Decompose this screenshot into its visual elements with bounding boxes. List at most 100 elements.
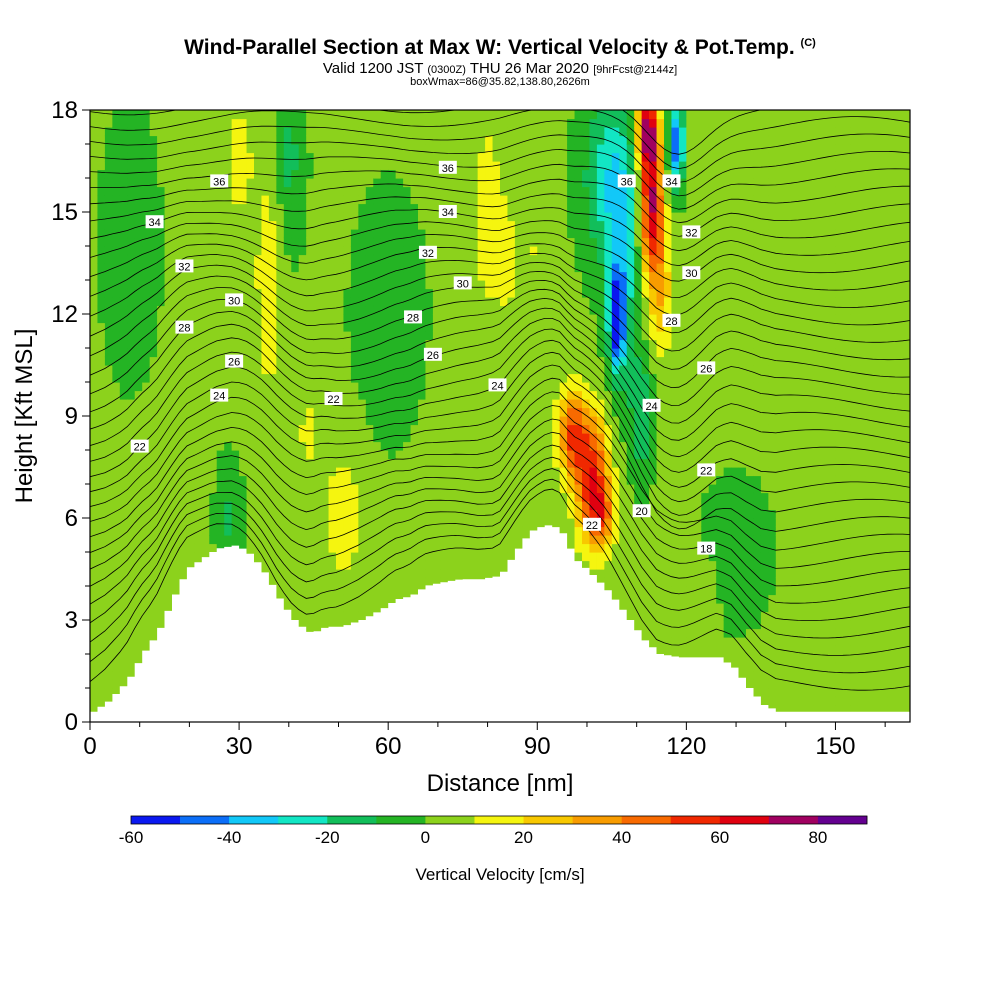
field-cell	[201, 271, 210, 281]
field-cell	[395, 297, 404, 307]
field-cell	[172, 407, 181, 417]
field-cell	[507, 382, 516, 392]
field-cell	[440, 365, 449, 375]
field-cell	[537, 110, 546, 120]
field-cell	[268, 288, 277, 298]
field-cell	[119, 195, 128, 205]
field-cell	[388, 535, 397, 545]
field-cell	[246, 186, 255, 196]
field-cell	[567, 220, 576, 230]
field-cell	[589, 543, 598, 553]
field-cell	[395, 526, 404, 536]
field-cell	[254, 110, 263, 120]
field-cell	[201, 484, 210, 494]
field-cell	[537, 237, 546, 247]
field-cell	[373, 118, 382, 128]
field-cell	[164, 441, 173, 451]
field-cell	[507, 492, 516, 502]
field-cell	[388, 297, 397, 307]
field-cell	[97, 552, 106, 562]
field-cell	[283, 118, 292, 128]
field-cell	[462, 518, 471, 528]
field-cell	[544, 263, 553, 273]
field-cell	[507, 229, 516, 239]
field-cell	[596, 390, 605, 400]
field-cell	[104, 458, 113, 468]
field-cell	[164, 263, 173, 273]
field-cell	[567, 322, 576, 332]
field-cell	[172, 526, 181, 536]
field-cell	[544, 212, 553, 222]
field-cell	[477, 484, 486, 494]
field-cell	[462, 492, 471, 502]
field-cell	[388, 186, 397, 196]
field-cell	[313, 543, 322, 553]
field-cell	[358, 348, 367, 358]
field-cell	[358, 331, 367, 341]
field-cell	[112, 178, 121, 188]
field-cell	[112, 688, 121, 698]
field-cell	[298, 322, 307, 332]
field-cell	[537, 356, 546, 366]
field-cell	[142, 645, 151, 655]
field-cell	[142, 152, 151, 162]
field-cell	[350, 458, 359, 468]
field-cell	[328, 356, 337, 366]
field-cell	[254, 178, 263, 188]
field-cell	[395, 212, 404, 222]
field-cell	[186, 178, 195, 188]
field-cell	[268, 339, 277, 349]
field-cell	[574, 373, 583, 383]
field-cell	[485, 297, 494, 307]
field-cell	[500, 399, 509, 409]
field-cell	[157, 322, 166, 332]
field-cell	[276, 577, 285, 587]
field-cell	[514, 475, 523, 485]
field-cell	[455, 229, 464, 239]
field-cell	[127, 450, 136, 460]
field-cell	[186, 110, 195, 120]
field-cell	[373, 212, 382, 222]
field-cell	[514, 365, 523, 375]
field-cell	[500, 314, 509, 324]
field-cell	[134, 467, 143, 477]
field-cell	[164, 416, 173, 426]
field-cell	[276, 322, 285, 332]
field-cell	[90, 212, 99, 222]
field-cell	[447, 220, 456, 230]
field-cell	[544, 186, 553, 196]
field-cell	[380, 135, 389, 145]
field-cell	[142, 229, 151, 239]
field-cell	[380, 552, 389, 562]
field-cell	[343, 365, 352, 375]
field-cell	[425, 339, 434, 349]
field-cell	[276, 552, 285, 562]
field-cell	[395, 331, 404, 341]
field-cell	[119, 492, 128, 502]
field-cell	[336, 229, 345, 239]
field-cell	[112, 161, 121, 171]
field-cell	[425, 220, 434, 230]
field-cell	[574, 441, 583, 451]
field-cell	[500, 127, 509, 137]
field-cell	[268, 373, 277, 383]
field-cell	[142, 569, 151, 579]
field-cell	[261, 212, 270, 222]
field-cell	[268, 314, 277, 324]
field-cell	[596, 246, 605, 256]
field-cell	[567, 254, 576, 264]
field-cell	[172, 237, 181, 247]
field-cell	[172, 195, 181, 205]
field-cell	[462, 399, 471, 409]
field-cell	[201, 161, 210, 171]
field-cell	[328, 144, 337, 154]
field-cell	[261, 229, 270, 239]
field-cell	[164, 356, 173, 366]
field-cell	[112, 186, 121, 196]
field-cell	[328, 433, 337, 443]
field-cell	[90, 322, 99, 332]
field-cell	[194, 433, 203, 443]
field-cell	[246, 246, 255, 256]
field-cell	[291, 569, 300, 579]
field-cell	[321, 110, 330, 120]
